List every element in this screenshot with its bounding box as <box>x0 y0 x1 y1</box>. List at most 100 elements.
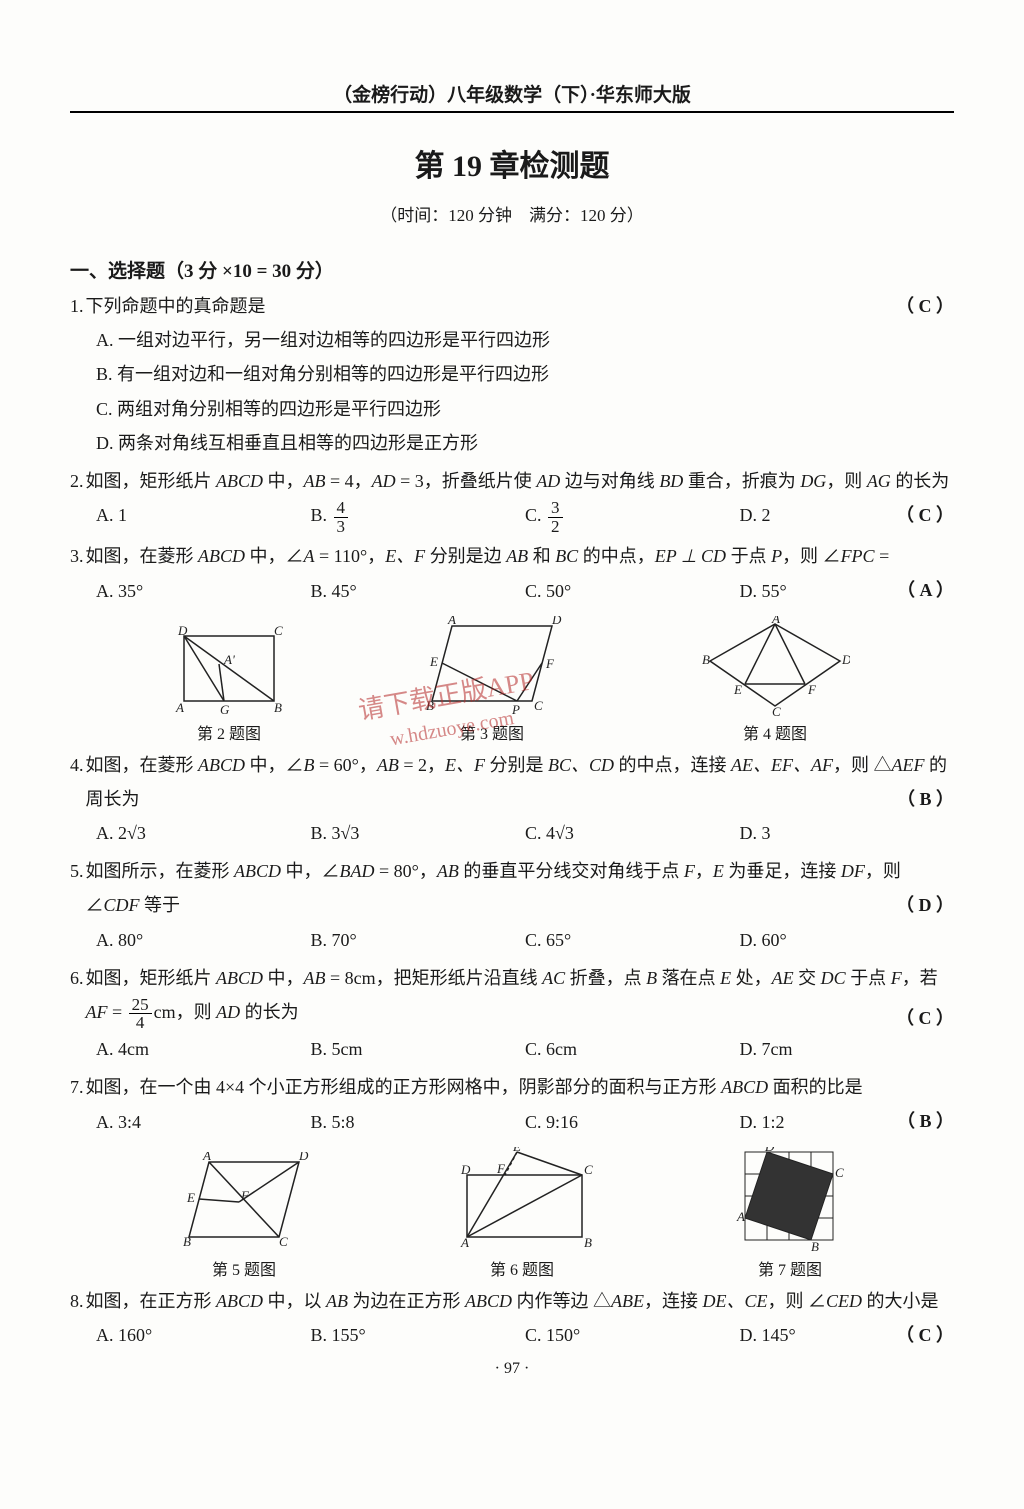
figure-q5: AD BC EF 第 5 题图 <box>179 1152 309 1280</box>
q4-t3: = 60°， <box>315 755 377 775</box>
svg-text:A: A <box>771 616 780 626</box>
q3-t9: = <box>875 546 890 566</box>
page-number: · 97 · <box>70 1360 954 1378</box>
q3-answer: （ A ） <box>897 573 954 607</box>
q7-t2: 面积的比是 <box>768 1077 863 1097</box>
svg-text:A: A <box>460 1235 469 1250</box>
q6-AF: AF <box>86 1002 108 1022</box>
figure-q6-svg: DC AB EF <box>447 1147 597 1252</box>
q3-t4: 分别是边 <box>425 546 506 566</box>
fig7-caption: 第 7 题图 <box>758 1256 822 1280</box>
q4-t4: = 2， <box>399 755 445 775</box>
q2-BD: BD <box>659 471 683 491</box>
q7-number: 7. <box>70 1070 84 1104</box>
q2-t3: = 4， <box>326 471 372 491</box>
figure-q3-svg: AD BC EF P <box>412 616 572 716</box>
svg-text:A: A <box>202 1152 211 1163</box>
svg-text:F: F <box>240 1188 250 1203</box>
svg-text:B: B <box>584 1235 592 1250</box>
q7-options: A. 3:4 B. 5:8 C. 9:16 D. 1:2 <box>70 1105 954 1139</box>
q8-ABCD2: ABCD <box>465 1291 512 1311</box>
q6-E: E <box>720 968 731 988</box>
q6-frac-den: 4 <box>129 1014 152 1032</box>
q6-frac-num: 25 <box>129 996 152 1015</box>
q8-t6: ，则 ∠ <box>768 1291 827 1311</box>
q7-ABCD: ABCD <box>721 1077 768 1097</box>
q6-optB: B. 5cm <box>311 1032 526 1066</box>
q6-t9: ，若 <box>902 968 938 988</box>
q6-optA: A. 4cm <box>96 1032 311 1066</box>
svg-text:F: F <box>496 1161 506 1176</box>
q5-CDF: CDF <box>104 895 140 915</box>
q8-t1: 如图，在正方形 <box>86 1291 217 1311</box>
q2-t7: ，则 <box>826 471 867 491</box>
svg-text:C: C <box>772 704 781 716</box>
q4-optC: C. 4√3 <box>525 816 740 850</box>
q2-t5: 边与对角线 <box>560 471 659 491</box>
q8-t5: ，连接 <box>644 1291 703 1311</box>
q3-P: P <box>771 546 782 566</box>
q5-t2: 中，∠ <box>281 861 340 881</box>
q8-DECE: DE、CE <box>703 1291 768 1311</box>
q2-stem: 如图，矩形纸片 ABCD 中，AB = 4，AD = 3，折叠纸片使 AD 边与… <box>86 464 955 498</box>
q2-DG: DG <box>800 471 826 491</box>
q6-t2: 中， <box>263 968 304 988</box>
q7-optA: A. 3:4 <box>96 1105 311 1139</box>
q2-t2: 中， <box>263 471 304 491</box>
q1-optA: A. 一组对边平行，另一组对边相等的四边形是平行四边形 <box>70 323 954 357</box>
svg-text:F: F <box>545 656 555 671</box>
q6-AC: AC <box>542 968 565 988</box>
question-3: 3. 如图，在菱形 ABCD 中，∠A = 110°，E、F 分别是边 AB 和… <box>70 539 954 607</box>
q1-optB: B. 有一组对边和一组对角分别相等的四边形是平行四边形 <box>70 357 954 391</box>
svg-text:F: F <box>807 682 817 697</box>
q2-AB: AB <box>304 471 326 491</box>
fig3-caption: 第 3 题图 <box>460 720 524 744</box>
q8-optB: B. 155° <box>311 1318 526 1352</box>
q3-optA: A. 35° <box>96 574 311 608</box>
q4-t7: ，则 △ <box>833 755 892 775</box>
q2-t1: 如图，矩形纸片 <box>86 471 217 491</box>
q5-DF: DF <box>841 861 865 881</box>
svg-text:G: G <box>220 702 230 716</box>
q5-t5: ， <box>695 861 713 881</box>
fig6-caption: 第 6 题图 <box>490 1256 554 1280</box>
q7-answer: （ B ） <box>897 1104 954 1138</box>
q5-t8: 等于 <box>140 895 181 915</box>
q3-t1: 如图，在菱形 <box>86 546 199 566</box>
q2-AG: AG <box>867 471 891 491</box>
q4-stem: 如图，在菱形 ABCD 中，∠B = 60°，AB = 2，E、F 分别是 BC… <box>86 748 955 816</box>
q4-t5: 分别是 <box>485 755 548 775</box>
q8-stem: 如图，在正方形 ABCD 中，以 AB 为边在正方形 ABCD 内作等边 △AB… <box>86 1284 955 1318</box>
question-8: 8. 如图，在正方形 ABCD 中，以 AB 为边在正方形 ABCD 内作等边 … <box>70 1284 954 1352</box>
section-1-title: 一、选择题（3 分 ×10 = 30 分） <box>70 256 954 283</box>
q8-CED: CED <box>826 1291 862 1311</box>
q5-E: E <box>713 861 724 881</box>
q3-A: A <box>304 546 315 566</box>
q2-optA: A. 1 <box>96 498 311 535</box>
q3-number: 3. <box>70 539 84 573</box>
q5-optC: C. 65° <box>525 923 740 957</box>
q3-t8: ，则 ∠ <box>782 546 841 566</box>
q5-t4: 的垂直平分线交对角线于点 <box>459 861 684 881</box>
q3-ABCD: ABCD <box>198 546 245 566</box>
svg-text:C: C <box>274 626 283 638</box>
q8-t2: 中，以 <box>263 1291 326 1311</box>
q4-BCCD: BC、CD <box>548 755 614 775</box>
q6-optD: D. 7cm <box>740 1032 955 1066</box>
svg-text:C: C <box>584 1162 593 1177</box>
figure-q6: DC AB EF 第 6 题图 <box>447 1147 597 1280</box>
q6-t11: cm，则 <box>154 1002 217 1022</box>
q4-ABCD: ABCD <box>198 755 245 775</box>
fig5-caption: 第 5 题图 <box>212 1256 276 1280</box>
figure-q2-svg: DC AGB A' <box>174 626 284 716</box>
q2-optC-den: 2 <box>548 518 563 536</box>
q6-stem: 如图，矩形纸片 ABCD 中，AB = 8cm，把矩形纸片沿直线 AC 折叠，点… <box>86 961 955 1032</box>
figure-q3: AD BC EF P 第 3 题图 <box>412 616 572 744</box>
q8-t3: 为边在正方形 <box>348 1291 465 1311</box>
q2-optB-pre: B. <box>311 505 332 525</box>
q2-t4: = 3，折叠纸片使 <box>396 471 537 491</box>
q2-optC-pre: C. <box>525 505 546 525</box>
q5-AB: AB <box>437 861 459 881</box>
q8-number: 8. <box>70 1284 84 1318</box>
q4-t6: 的中点，连接 <box>614 755 731 775</box>
